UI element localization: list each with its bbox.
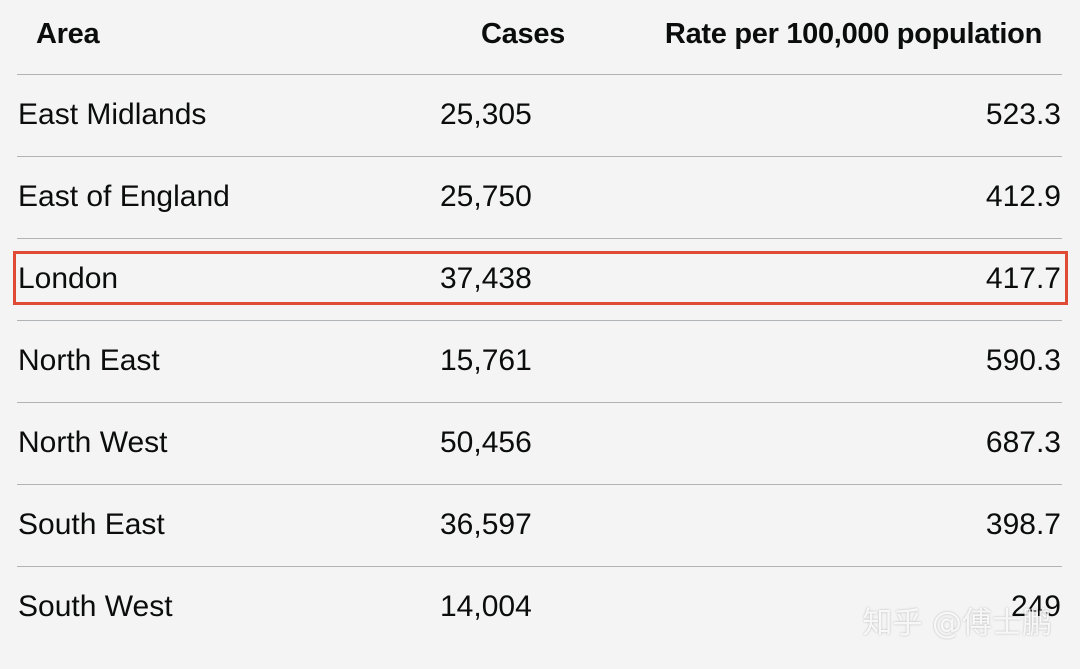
table-header: Area Cases Rate per 100,000 population — [0, 0, 1080, 75]
cases-cell: 14,004 — [440, 590, 532, 623]
area-cell: East of England — [18, 180, 230, 213]
row-divider — [17, 320, 1062, 321]
table-row-highlighted: London 37,438 417.7 — [0, 239, 1080, 319]
rate-cell: 417.7 — [985, 262, 1061, 295]
area-cell: North East — [18, 344, 160, 377]
cases-cell: 36,597 — [440, 508, 532, 541]
rate-cell: 590.3 — [985, 344, 1061, 377]
area-cell: South West — [18, 590, 173, 623]
cases-cell: 25,305 — [440, 98, 532, 131]
area-cell: London — [18, 262, 119, 295]
rate-cell: 249 — [1010, 590, 1061, 623]
column-header-area: Area — [36, 18, 100, 50]
rate-cell: 398.7 — [985, 508, 1061, 541]
row-divider — [17, 156, 1062, 157]
area-cell: East Midlands — [18, 98, 207, 131]
cases-cell: 15,761 — [440, 344, 532, 377]
row-divider — [17, 484, 1062, 485]
rate-cell: 687.3 — [985, 426, 1061, 459]
watermark: 知乎 @傅士鹏 — [862, 606, 1052, 641]
column-header-rate: Rate per 100,000 population — [664, 18, 1042, 50]
table-row: North West 50,456 687.3 — [0, 403, 1080, 483]
row-divider — [17, 402, 1062, 403]
highlight-box — [13, 251, 1068, 305]
table-row: North East 15,761 590.3 — [0, 321, 1080, 401]
table-row: East of England 25,750 412.9 — [0, 157, 1080, 237]
row-divider — [17, 238, 1062, 239]
header-divider — [17, 74, 1062, 75]
cases-cell: 37,438 — [440, 262, 532, 295]
table-row: East Midlands 25,305 523.3 — [0, 75, 1080, 155]
rate-cell: 523.3 — [985, 98, 1061, 131]
cases-cell: 50,456 — [440, 426, 532, 459]
cases-cell: 25,750 — [440, 180, 532, 213]
row-divider — [17, 566, 1062, 567]
column-header-cases: Cases — [481, 18, 565, 50]
area-cell: South East — [18, 508, 165, 541]
table-row: South West 14,004 249 — [0, 567, 1080, 647]
rate-cell: 412.9 — [985, 180, 1061, 213]
table-row: South East 36,597 398.7 — [0, 485, 1080, 565]
area-cell: North West — [18, 426, 168, 459]
